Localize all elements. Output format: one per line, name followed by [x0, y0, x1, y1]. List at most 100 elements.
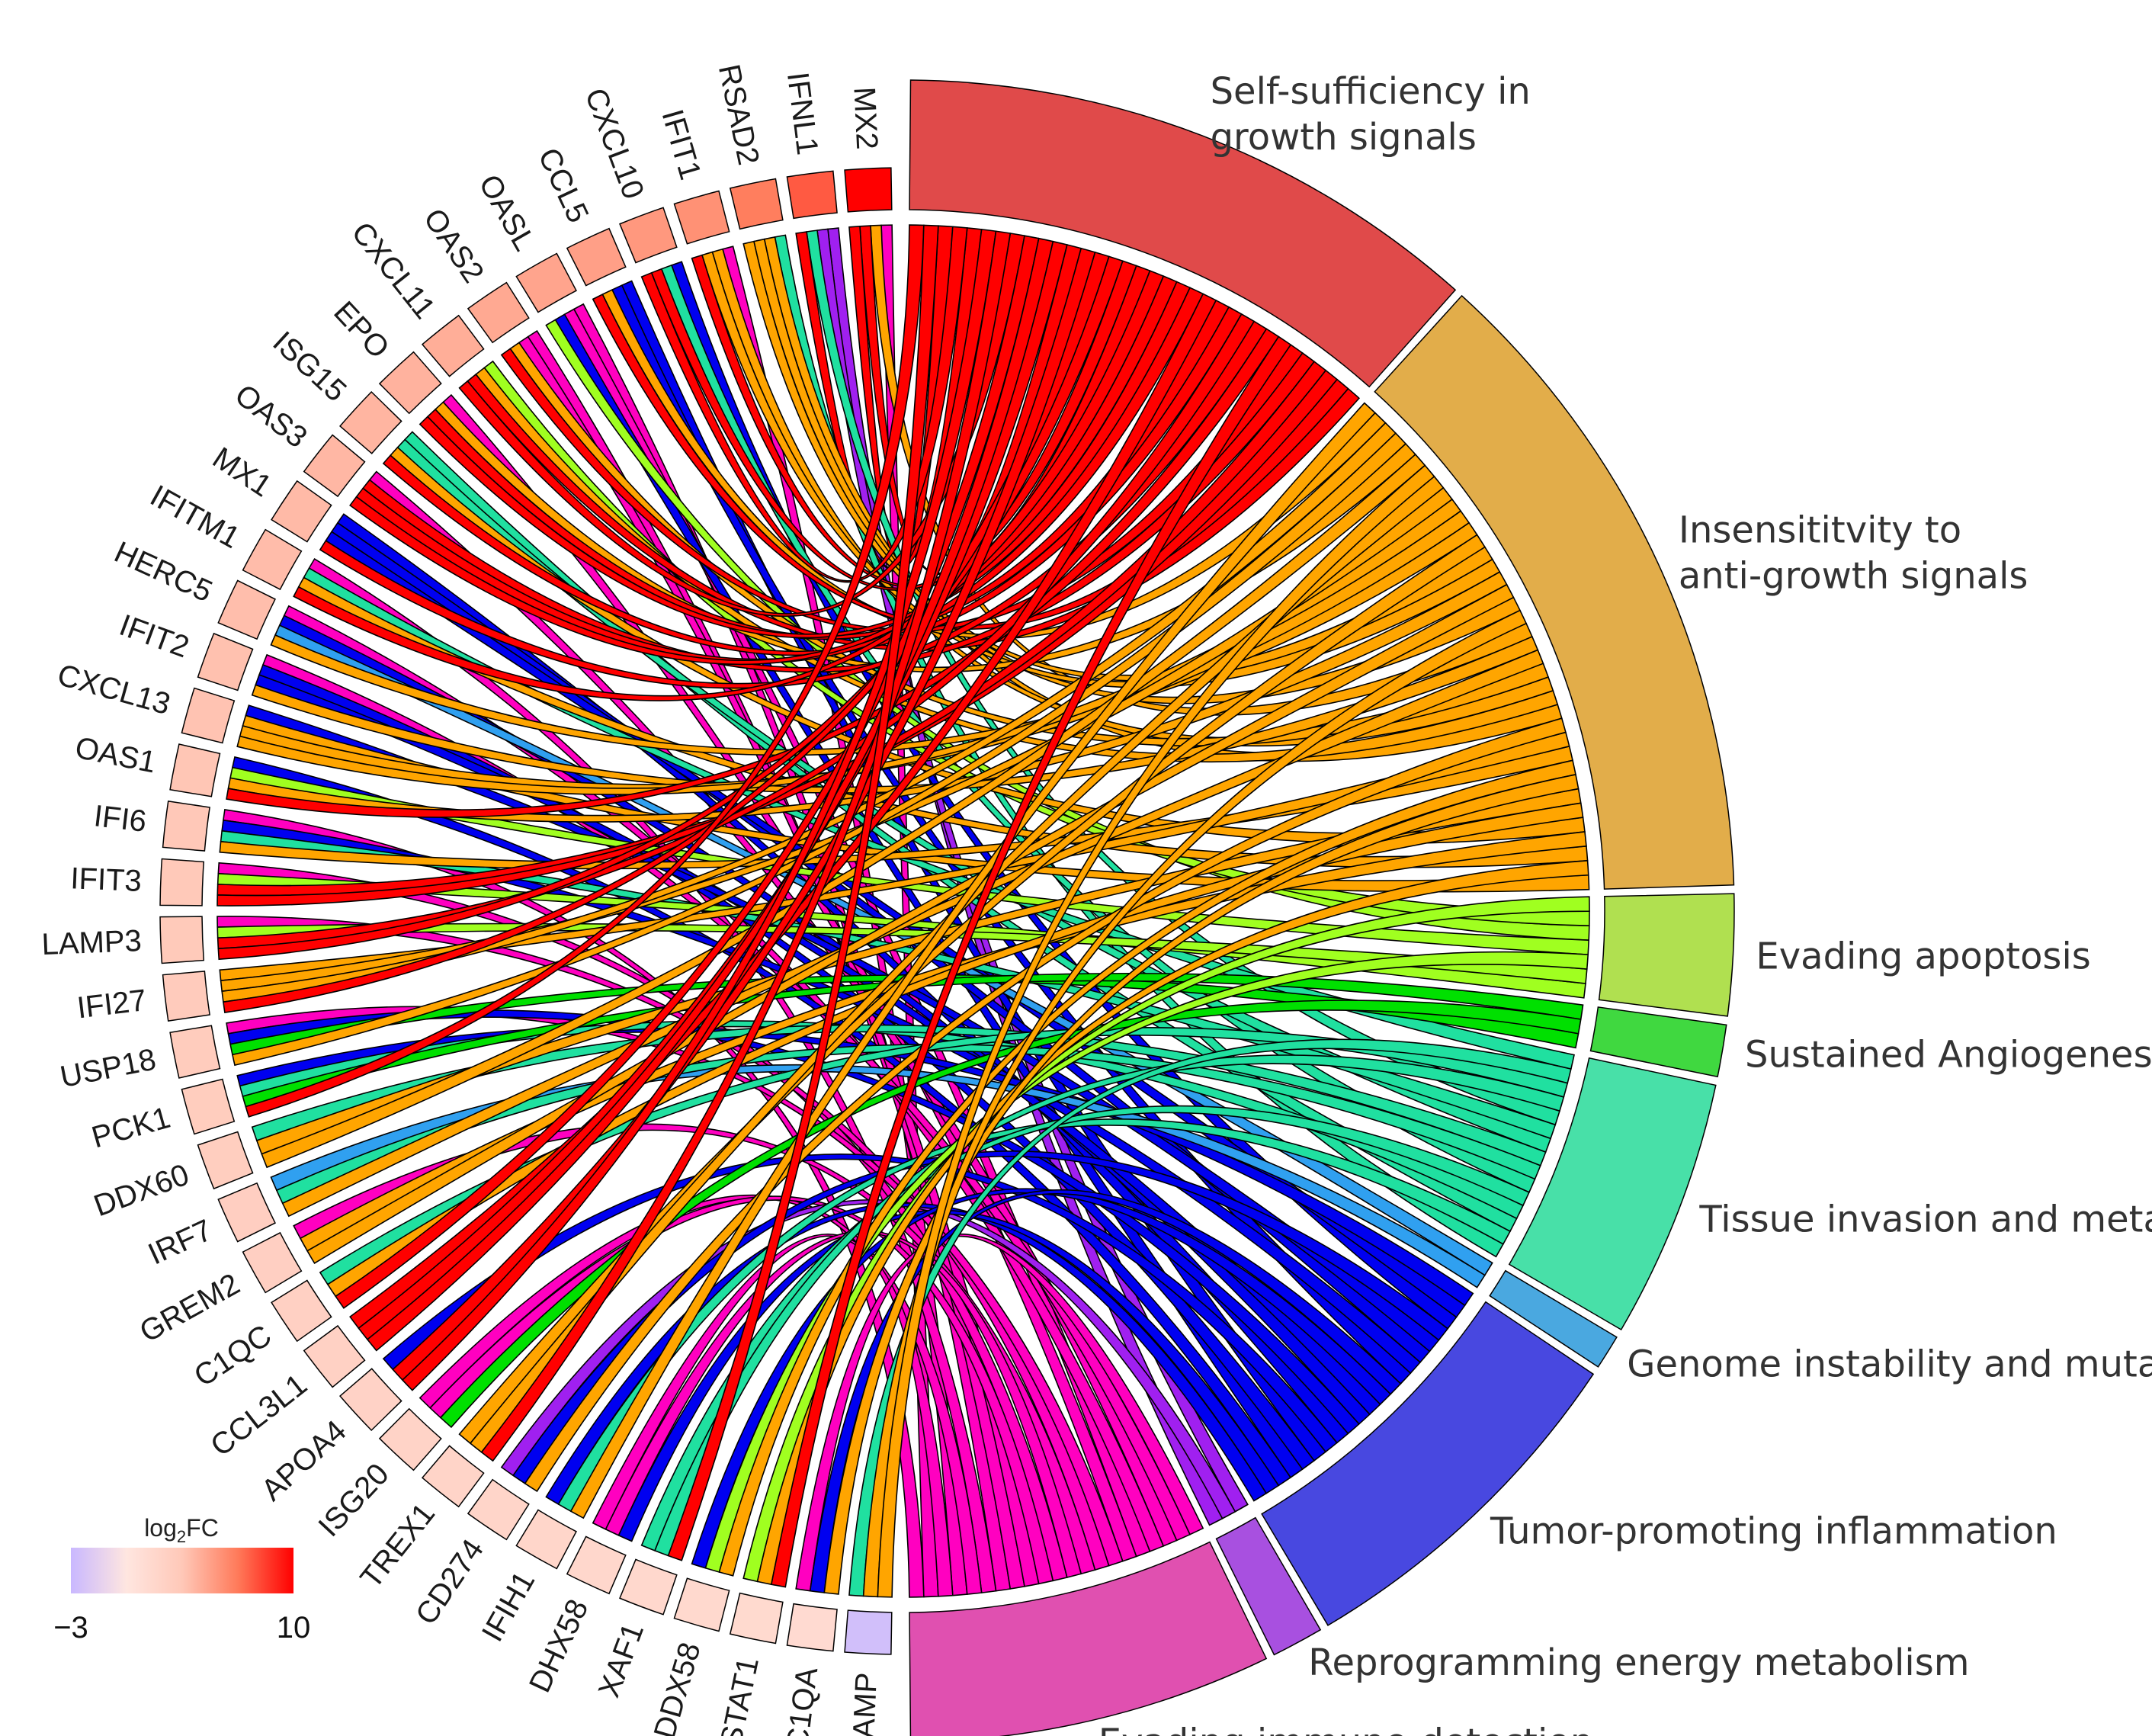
gene-sector-ddx60 [197, 1131, 254, 1190]
category-label-evading-apoptosis: Evading apoptosis [1756, 935, 2090, 977]
gene-sector-ifit2 [197, 632, 254, 692]
gene-label-oas1: OAS1 [72, 731, 159, 780]
link-ifi27-insensititvity-to-anti-growth-signals [221, 422, 1397, 1003]
gene-sector-rsad2 [729, 178, 784, 230]
category-sector-genome-instability-and-mutation [1489, 1269, 1618, 1368]
category-label-reprogramming-energy-metabolism: Reprogramming energy metabolism [1308, 1641, 1969, 1684]
gene-sector-irf7 [217, 1182, 276, 1243]
link-oas3-self-sufficiency-in-growth-signals [362, 351, 1316, 673]
category-label-line-1: Insensititvity to [1679, 509, 1961, 551]
gene-sector-ifih1 [515, 1509, 577, 1570]
gene-sector-epo [378, 351, 442, 415]
gene-label-c1qc: C1QC [188, 1319, 277, 1394]
category-sector-self-sufficiency-in-growth-signals [909, 79, 1457, 388]
gene-label-usp18: USP18 [57, 1042, 159, 1094]
link-pck1-sustained-angiogenesis [242, 972, 1584, 1108]
gene-sector-stat1 [729, 1592, 784, 1645]
category-label-line-1: Tumor-promoting inflammation [1490, 1510, 2057, 1552]
category-label-line-1: Sustained Angiogenesis [1745, 1033, 2152, 1076]
link-usp18-insensititvity-to-anti-growth-signals [231, 432, 1407, 1067]
ribbon-links [216, 224, 1590, 1598]
gene-sector-ifi6 [162, 800, 210, 852]
gene-sector-lamp3 [159, 916, 205, 964]
category-label-evading-immune-detection: Evading immune-detection [1098, 1721, 1593, 1736]
gene-label-herc5: HERC5 [109, 535, 217, 608]
gene-label-ifnl1: IFNL1 [781, 70, 824, 157]
legend-gradient-bar [71, 1548, 293, 1593]
gene-label-xaf1: XAF1 [592, 1619, 650, 1702]
gene-sector-trex1 [421, 1445, 485, 1508]
category-label-genome-instability-and-mutation: Genome instability and mutation [1627, 1343, 2152, 1385]
link-ifih1-insensititvity-to-anti-growth-signals [569, 402, 1376, 1519]
category-label-tissue-invasion-and-metastasis: Tissue invasion and metastasis [1698, 1198, 2152, 1240]
category-label-line-1: Evading immune-detection [1098, 1721, 1593, 1736]
link-ddx58-evading-apoptosis [704, 951, 1589, 1573]
category-sector-sustained-angiogenesis [1589, 1006, 1727, 1078]
gene-sector-cxcl10 [619, 207, 678, 264]
category-sector-evading-apoptosis [1598, 893, 1735, 1017]
gene-sector-ifit1 [673, 190, 730, 245]
legend-title-main: log [144, 1514, 177, 1542]
gene-label-oas3: OAS3 [229, 378, 313, 454]
link-dhx58-evading-immune-detection [605, 1230, 1082, 1578]
gene-label-cxcl13: CXCL13 [54, 658, 174, 721]
link-dhx58-evading-immune-detection [592, 1234, 954, 1597]
link-c1qa-tumor-promoting-inflammation [809, 1189, 1402, 1593]
link-cd274-insensititvity-to-anti-growth-signals [524, 717, 1567, 1493]
link-isg15-self-sufficiency-in-growth-signals [382, 306, 1243, 656]
link-xaf1-self-sufficiency-in-growth-signals [667, 224, 939, 1561]
gene-label-grem2: GREM2 [134, 1267, 245, 1349]
legend-min-label: −3 [53, 1611, 88, 1645]
category-sector-insensititvity-to-anti-growth-signals [1374, 294, 1735, 890]
category-sector-tissue-invasion-and-metastasis [1508, 1057, 1717, 1331]
gene-sector-ccl5 [566, 227, 627, 287]
gene-sector-dhx58 [566, 1535, 627, 1595]
category-sector-tumor-promoting-inflammation [1261, 1301, 1595, 1626]
gene-label-ifit1: IFIT1 [656, 106, 707, 184]
legend-title-sub: 2 [177, 1527, 186, 1546]
gene-label-ifit2: IFIT2 [115, 608, 194, 664]
gene-sector-isg20 [378, 1407, 442, 1471]
link-c1qa-insensititvity-to-anti-growth-signals [823, 773, 1580, 1595]
gene-sector-ifnl1 [786, 170, 838, 220]
gene-label-ddx58: DDX58 [648, 1638, 707, 1736]
gene-sector-cd274 [467, 1478, 530, 1541]
gene-label-isg15: ISG15 [266, 325, 352, 408]
gene-label-ifi6: IFI6 [92, 799, 149, 839]
gene-label-epo: EPO [327, 295, 396, 365]
category-label-line-1: Reprogramming energy metabolism [1308, 1641, 1969, 1684]
link-irf7-insensititvity-to-anti-growth-signals [281, 649, 1544, 1218]
color-legend: log2FC −3 10 [53, 1514, 310, 1645]
gene-label-ifit3: IFIT3 [70, 862, 143, 898]
gene-sector-ifitm1 [242, 528, 303, 591]
link-trex1-self-sufficiency-in-growth-signals [480, 230, 1012, 1462]
gene-sector-xaf1 [619, 1558, 678, 1616]
gene-sector-ddx58 [673, 1577, 730, 1632]
category-label-line-2: growth signals [1211, 116, 1477, 159]
link-pck1-self-sufficiency-in-growth-signals [245, 224, 925, 1118]
gene-label-trex1: TREX1 [354, 1497, 441, 1594]
legend-max-label: 10 [277, 1611, 311, 1645]
gene-label-lamp3: LAMP3 [41, 924, 143, 961]
link-ifih1-tissue-invasion-and-metastasis [557, 1118, 1512, 1513]
gene-label-rsad2: RSAD2 [712, 62, 765, 168]
link-stat1-insensititvity-to-anti-growth-signals [756, 859, 1589, 1586]
link-hamp-insensititvity-to-anti-growth-signals [877, 464, 1435, 1598]
gene-sector-ccl3l1 [303, 1324, 366, 1388]
category-label-sustained-angiogenesis: Sustained Angiogenesis [1745, 1033, 2152, 1076]
category-label-line-1: Tissue invasion and metastasis [1698, 1198, 2152, 1240]
gene-sector-ifi27 [162, 971, 210, 1022]
gene-sector-ifit3 [159, 858, 205, 907]
link-isg20-evading-immune-detection [429, 1195, 1054, 1585]
gene-label-cxcl10: CXCL10 [579, 84, 650, 204]
legend-title-suffix: FC [186, 1514, 219, 1542]
gene-label-ifi27: IFI27 [75, 984, 149, 1025]
link-xaf1-tissue-invasion-and-metastasis [654, 1054, 1565, 1557]
gene-sector-oasl [515, 252, 577, 313]
link-c1qc-self-sufficiency-in-growth-signals [335, 235, 1040, 1309]
category-label-tumor-promoting-inflammation: Tumor-promoting inflammation [1490, 1510, 2057, 1552]
link-apoa4-tumor-promoting-inflammation [382, 1154, 1338, 1453]
